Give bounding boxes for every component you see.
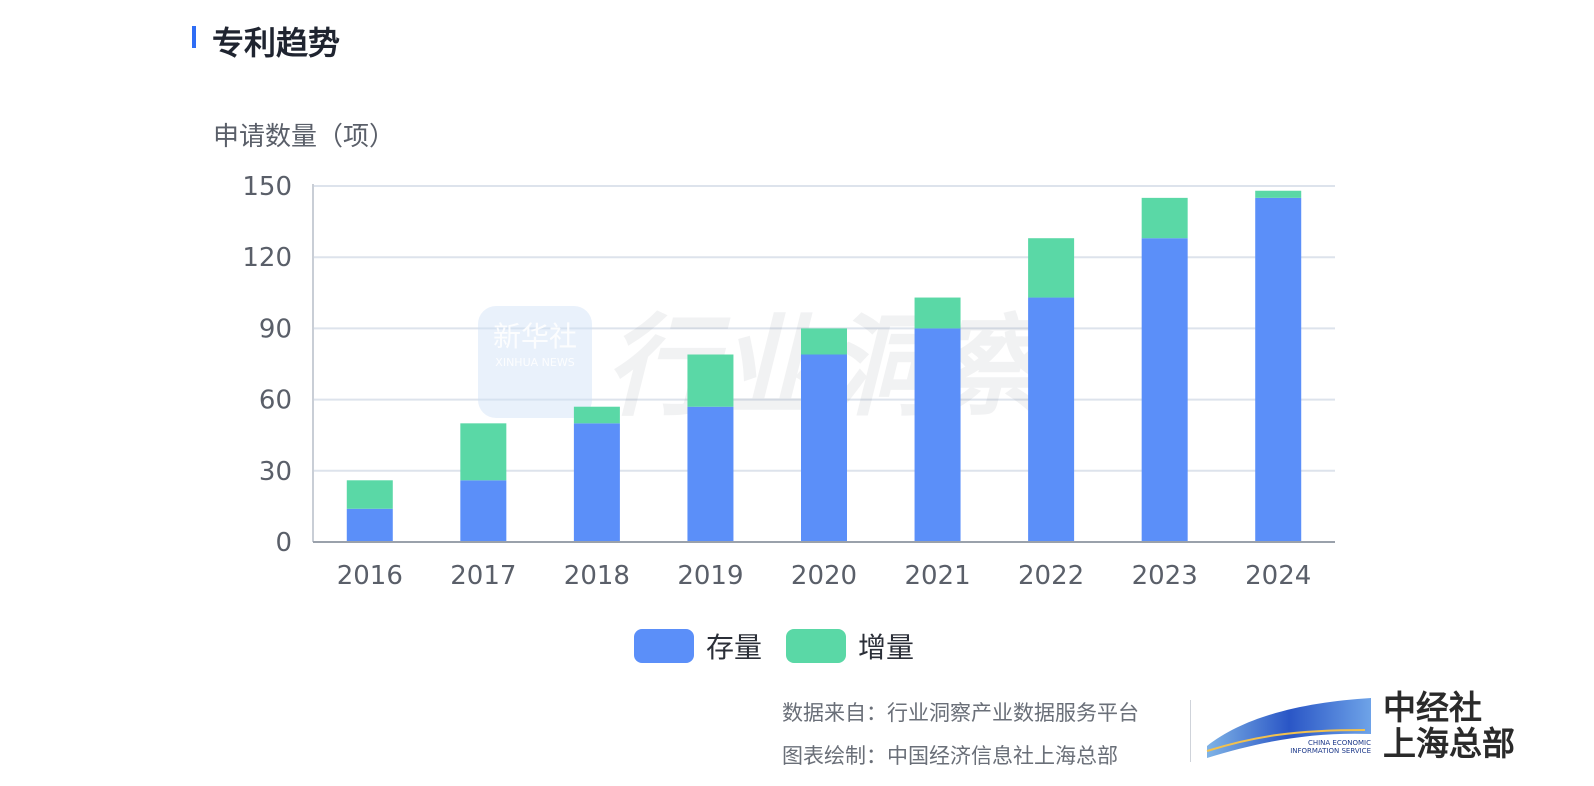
- y-axis-label: 申请数量（项）: [213, 122, 395, 152]
- x-tick-label: 2018: [564, 561, 630, 591]
- data-source-line: 数据来自：行业洞察产业数据服务平台: [782, 701, 1139, 725]
- x-tick-label: 2019: [677, 561, 743, 591]
- bar-increment-2017: [460, 423, 507, 481]
- legend-label: 存量: [706, 631, 763, 664]
- y-tick-label: 60: [259, 386, 292, 416]
- x-tick-label: 2020: [791, 561, 857, 591]
- brand-logo: CHINA ECONOMIC INFORMATION SERVICE 中经社 上…: [1205, 690, 1550, 766]
- legend-swatch: [634, 629, 694, 663]
- bar-stock-2016: [346, 508, 393, 542]
- bar-increment-2023: [1141, 197, 1188, 239]
- page-title: 专利趋势: [212, 24, 341, 62]
- legend-item-stock[interactable]: 存量: [634, 626, 762, 666]
- bar-stock-2023: [1141, 238, 1188, 543]
- watermark-logo-en: XINHUA NEWS: [495, 356, 574, 369]
- chart-credit-line: 图表绘制：中国经济信息社上海总部: [782, 744, 1118, 768]
- bar-stock-2021: [914, 328, 961, 542]
- x-tick-label: 2022: [1018, 561, 1084, 591]
- brand-swoosh-icon: [1206, 698, 1371, 758]
- brand-name: 中经社 上海总部: [1383, 688, 1515, 763]
- legend-label: 增量: [858, 631, 915, 664]
- watermark-logo-badge: [478, 306, 592, 418]
- bar-increment-2024: [1255, 190, 1302, 198]
- y-tick-label: 0: [275, 528, 292, 558]
- bar-increment-2020: [801, 328, 847, 355]
- bar-increment-2022: [1028, 238, 1075, 298]
- bar-increment-2018: [573, 406, 620, 424]
- x-tick-label: 2017: [450, 561, 516, 591]
- footer-divider: [1190, 700, 1191, 762]
- bar-increment-2016: [346, 480, 393, 509]
- y-tick-label: 90: [259, 314, 292, 344]
- title-accent-bar: [192, 26, 196, 48]
- bars: [346, 190, 1302, 543]
- bar-increment-2019: [687, 354, 734, 407]
- bar-stock-2019: [687, 406, 734, 542]
- bar-stock-2018: [573, 423, 620, 542]
- legend-item-increment[interactable]: 增量: [786, 626, 914, 666]
- watermark: 新华社 XINHUA NEWS 行业洞察: [478, 303, 1061, 431]
- bar-stock-2017: [460, 480, 507, 542]
- legend: 存量 增量: [634, 626, 938, 666]
- y-tick-label: 30: [259, 457, 292, 487]
- source-note: 数据来自：行业洞察产业数据服务平台 图表绘制：中国经济信息社上海总部: [782, 692, 1139, 778]
- x-tick-label: 2016: [337, 561, 403, 591]
- axes: 0 30 60 90 120 150 2016 2017 2018 2019 2020 2021 202…: [242, 172, 1335, 591]
- bar-stock-2022: [1028, 297, 1075, 542]
- brand-english: CHINA ECONOMIC INFORMATION SERVICE: [1290, 739, 1371, 755]
- bar-increment-2021: [914, 297, 961, 329]
- y-tick-label: 150: [242, 172, 292, 202]
- bar-stock-2024: [1255, 197, 1302, 542]
- x-tick-label: 2024: [1245, 561, 1311, 591]
- bar-stock-2020: [801, 354, 847, 542]
- watermark-logo-cn: 新华社: [493, 320, 577, 353]
- x-tick-label: 2021: [904, 561, 970, 591]
- y-tick-label: 120: [242, 243, 292, 273]
- x-tick-label: 2023: [1132, 561, 1198, 591]
- legend-swatch: [786, 629, 847, 663]
